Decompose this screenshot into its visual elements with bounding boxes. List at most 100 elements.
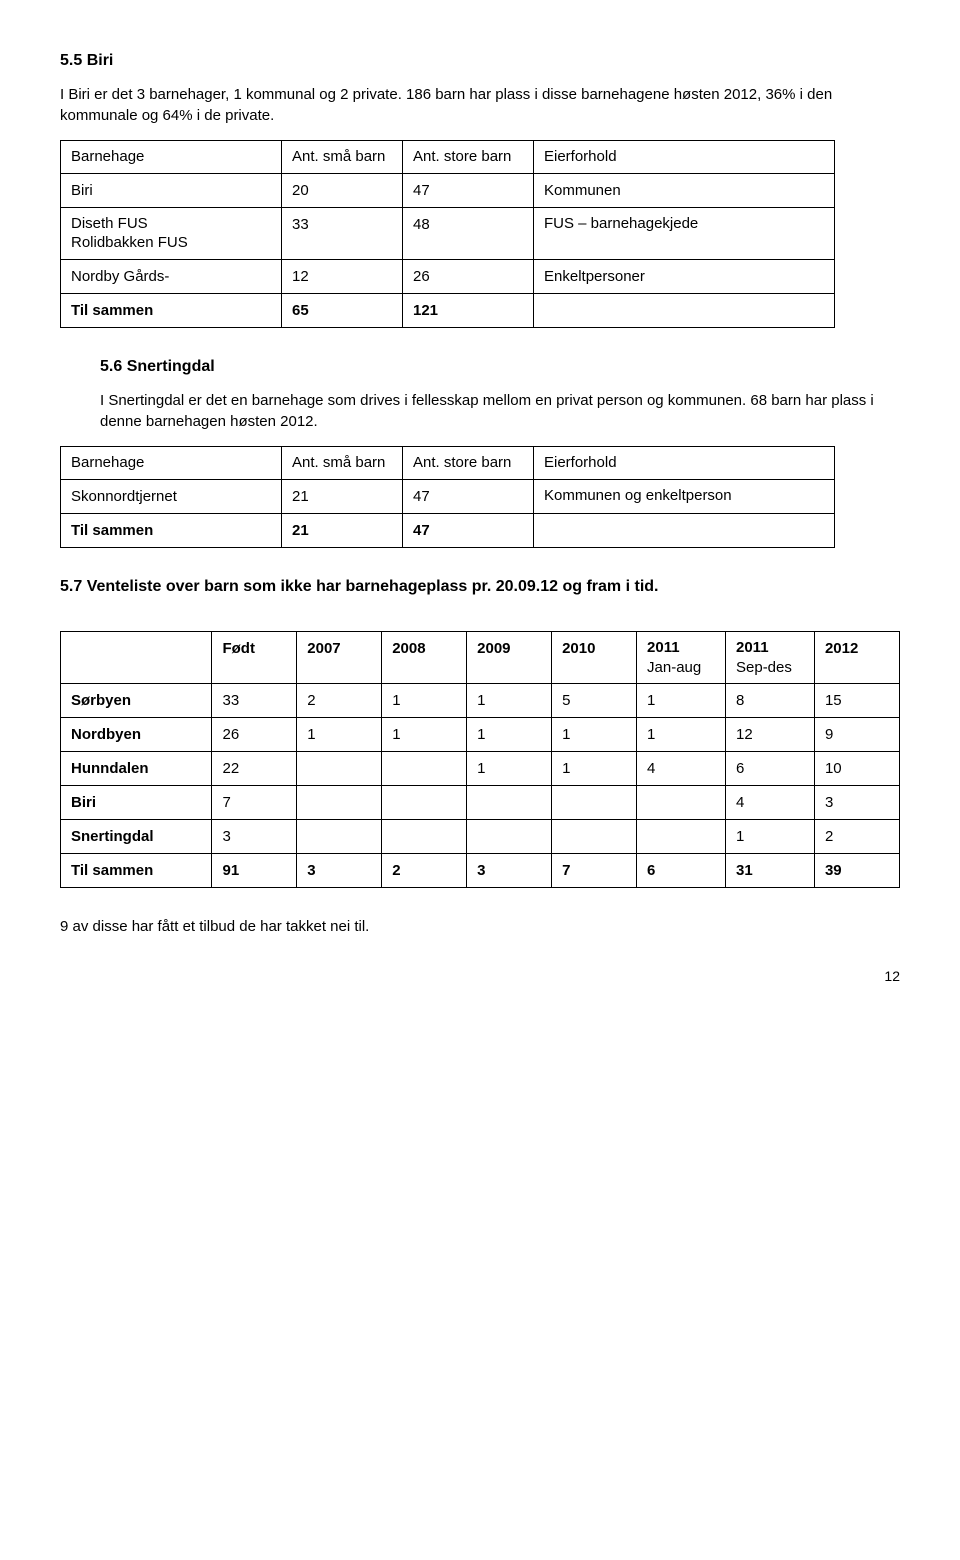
table-row: Nordby Gårds- 12 26 Enkeltpersoner <box>61 259 835 293</box>
th-fodt: Født <box>212 632 297 684</box>
cell <box>382 752 467 786</box>
cell <box>467 786 552 820</box>
th-eier: Eierforhold <box>534 141 835 174</box>
cell: 9 <box>814 718 899 752</box>
cell-sm: 21 <box>282 479 403 513</box>
th-barnehage: Barnehage <box>61 447 282 480</box>
cell: 31 <box>726 854 815 888</box>
cell-eier: Kommunen og enkeltperson <box>534 479 835 513</box>
th-barnehage: Barnehage <box>61 141 282 174</box>
th-2011b: 2011 Sep-des <box>726 632 815 684</box>
table-snertingdal: Barnehage Ant. små barn Ant. store barn … <box>60 446 835 548</box>
total-store: 121 <box>403 293 534 327</box>
cell: 22 <box>212 752 297 786</box>
cell-name-line2: Rolidbakken FUS <box>71 234 188 251</box>
cell-name: Snertingdal <box>61 820 212 854</box>
cell <box>297 752 382 786</box>
th-2012: 2012 <box>814 632 899 684</box>
intro-5-6: I Snertingdal er det en barnehage som dr… <box>100 390 900 432</box>
cell-name: Hunndalen <box>61 752 212 786</box>
cell: 1 <box>467 684 552 718</box>
cell: 1 <box>726 820 815 854</box>
cell <box>637 820 726 854</box>
cell-sm: 12 <box>282 259 403 293</box>
total-label: Til sammen <box>61 854 212 888</box>
cell: 6 <box>726 752 815 786</box>
cell: 2 <box>382 854 467 888</box>
cell: 7 <box>552 854 637 888</box>
cell-store: 47 <box>403 479 534 513</box>
cell <box>467 820 552 854</box>
cell: 4 <box>726 786 815 820</box>
page-number: 12 <box>60 967 900 987</box>
footnote: 9 av disse har fått et tilbud de har tak… <box>60 916 900 937</box>
cell-name: Biri <box>61 786 212 820</box>
th-sma: Ant. små barn <box>282 141 403 174</box>
table-row: Nordbyen 26 1 1 1 1 1 12 9 <box>61 718 900 752</box>
cell: 7 <box>212 786 297 820</box>
cell <box>297 786 382 820</box>
table-total-row: Til sammen 91 3 2 3 7 6 31 39 <box>61 854 900 888</box>
table-row: Sørbyen 33 2 1 1 5 1 8 15 <box>61 684 900 718</box>
th-2009: 2009 <box>467 632 552 684</box>
th-store: Ant. store barn <box>403 141 534 174</box>
table-venteliste: Født 2007 2008 2009 2010 2011 Jan-aug 20… <box>60 631 900 888</box>
cell: 3 <box>467 854 552 888</box>
cell: 15 <box>814 684 899 718</box>
total-sm: 21 <box>282 513 403 547</box>
cell: 2 <box>814 820 899 854</box>
cell-name: Diseth FUS Rolidbakken FUS <box>61 207 282 259</box>
cell-store: 47 <box>403 173 534 207</box>
cell-eier: Kommunen <box>534 173 835 207</box>
heading-5-6: 5.6 Snertingdal <box>100 356 900 378</box>
cell <box>552 820 637 854</box>
th-2011b-l2: Sep-des <box>736 659 792 676</box>
th-blank <box>61 632 212 684</box>
cell: 6 <box>637 854 726 888</box>
table-row: Snertingdal 3 1 2 <box>61 820 900 854</box>
cell <box>637 786 726 820</box>
th-2011a-l1: 2011 <box>647 639 680 656</box>
th-sma: Ant. små barn <box>282 447 403 480</box>
cell <box>382 786 467 820</box>
table-total-row: Til sammen 65 121 <box>61 293 835 327</box>
cell: 1 <box>467 752 552 786</box>
cell: 91 <box>212 854 297 888</box>
cell: 39 <box>814 854 899 888</box>
th-2011a-l2: Jan-aug <box>647 659 701 676</box>
cell: 1 <box>382 684 467 718</box>
th-2011b-l1: 2011 <box>736 639 769 656</box>
cell-name-line1: Diseth FUS <box>71 215 148 232</box>
cell: 10 <box>814 752 899 786</box>
table-row: Diseth FUS Rolidbakken FUS 33 48 FUS – b… <box>61 207 835 259</box>
cell: 1 <box>552 752 637 786</box>
cell: 8 <box>726 684 815 718</box>
th-eier: Eierforhold <box>534 447 835 480</box>
cell-name: Biri <box>61 173 282 207</box>
cell: 1 <box>552 718 637 752</box>
total-sm: 65 <box>282 293 403 327</box>
cell: 26 <box>212 718 297 752</box>
total-label: Til sammen <box>61 513 282 547</box>
cell-store: 26 <box>403 259 534 293</box>
cell: 12 <box>726 718 815 752</box>
cell: 3 <box>297 854 382 888</box>
cell-name: Skonnordtjernet <box>61 479 282 513</box>
cell: 1 <box>637 684 726 718</box>
cell: 4 <box>637 752 726 786</box>
cell: 2 <box>297 684 382 718</box>
cell-eier: FUS – barnehagekjede <box>534 207 835 259</box>
cell: 3 <box>814 786 899 820</box>
table-row: Skonnordtjernet 21 47 Kommunen og enkelt… <box>61 479 835 513</box>
table-row: Biri 20 47 Kommunen <box>61 173 835 207</box>
cell: 3 <box>212 820 297 854</box>
total-store: 47 <box>403 513 534 547</box>
cell: 1 <box>297 718 382 752</box>
th-store: Ant. store barn <box>403 447 534 480</box>
cell: 1 <box>382 718 467 752</box>
total-eier <box>534 513 835 547</box>
cell: 1 <box>637 718 726 752</box>
cell <box>382 820 467 854</box>
cell: 1 <box>467 718 552 752</box>
total-eier <box>534 293 835 327</box>
